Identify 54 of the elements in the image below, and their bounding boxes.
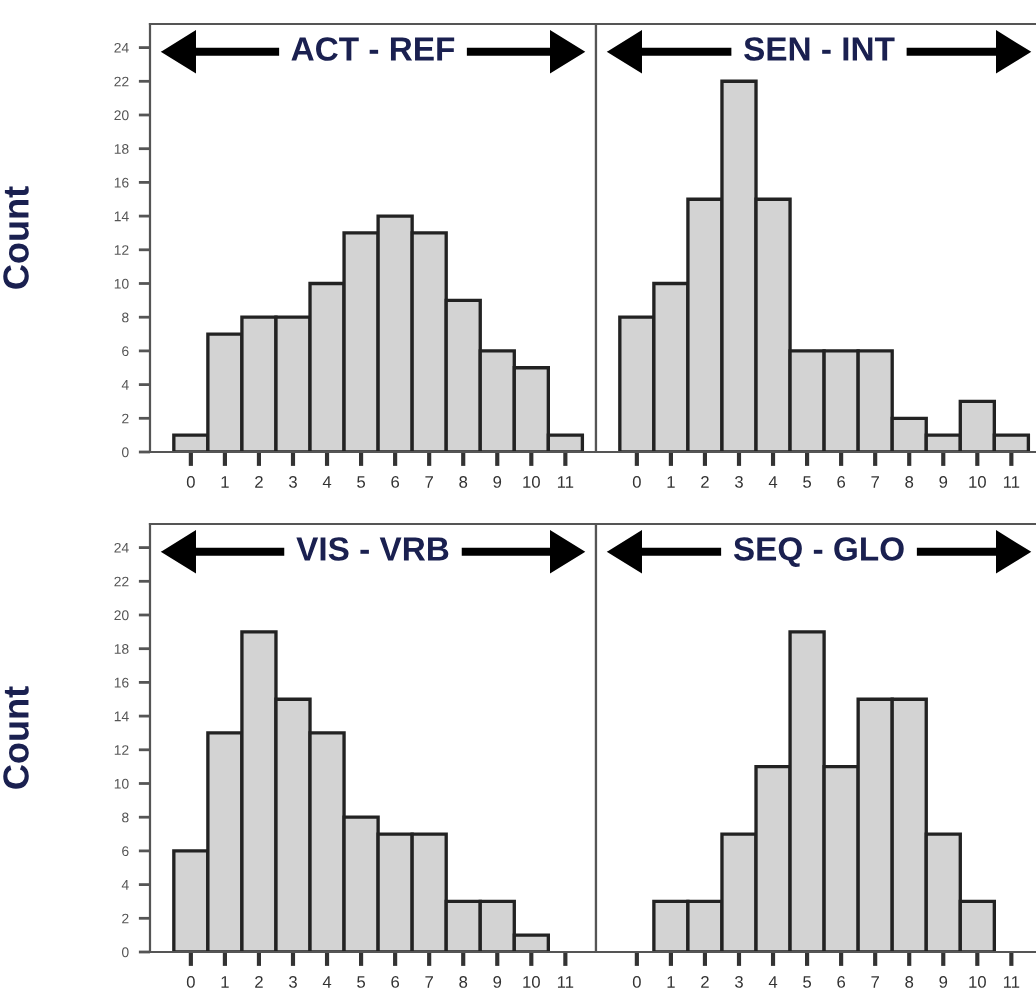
x-tick-label: 10 bbox=[523, 476, 540, 488]
chart-title: ACT - REF bbox=[291, 37, 455, 61]
x-tick-label: 11 bbox=[1003, 976, 1020, 988]
x-tick-label: 1 bbox=[667, 976, 675, 988]
x-tick-label: 2 bbox=[255, 976, 263, 988]
chart-title: SEN - INT bbox=[744, 37, 895, 61]
x-tick-label: 4 bbox=[768, 976, 778, 988]
x-tick-label: 6 bbox=[837, 476, 846, 488]
x-tick-label: 6 bbox=[391, 976, 400, 988]
x-tick-label: 6 bbox=[837, 976, 846, 988]
x-tick-label: 0 bbox=[632, 976, 641, 988]
x-tick-label: 10 bbox=[969, 476, 986, 488]
x-tick-label: 3 bbox=[288, 476, 297, 488]
x-tick-label: 10 bbox=[969, 976, 986, 988]
x-tick-label: 7 bbox=[425, 976, 433, 988]
x-tick-label: 9 bbox=[493, 476, 502, 488]
x-tick-label: 9 bbox=[939, 976, 948, 988]
chart-title: VIS - VRB bbox=[296, 537, 449, 561]
x-tick-label: 8 bbox=[905, 476, 914, 488]
x-tick-label: 4 bbox=[322, 476, 332, 488]
y-axis-title: Count bbox=[3, 186, 29, 289]
x-tick-label: 0 bbox=[186, 976, 195, 988]
x-tick-label: 4 bbox=[768, 476, 778, 488]
x-tick-label: 1 bbox=[221, 976, 229, 988]
x-tick-label: 9 bbox=[939, 476, 948, 488]
x-tick-label: 0 bbox=[632, 476, 641, 488]
x-tick-label: 0 bbox=[186, 476, 195, 488]
x-tick-label: 10 bbox=[523, 976, 540, 988]
x-tick-label: 11 bbox=[557, 976, 574, 988]
chart-title: SEQ - GLO bbox=[733, 537, 904, 567]
x-tick-label: 5 bbox=[803, 976, 812, 988]
x-tick-label: 5 bbox=[803, 476, 812, 488]
x-tick-label: 3 bbox=[734, 476, 743, 488]
x-tick-label: 5 bbox=[357, 976, 366, 988]
x-tick-label: 7 bbox=[871, 976, 879, 988]
x-tick-label: 7 bbox=[871, 476, 879, 488]
x-tick-label: 8 bbox=[905, 976, 914, 988]
x-tick-label: 11 bbox=[557, 476, 574, 488]
x-tick-label: 2 bbox=[255, 476, 263, 488]
x-tick-label: 1 bbox=[667, 476, 675, 488]
x-tick-label: 9 bbox=[493, 976, 502, 988]
y-axis-title: Count bbox=[3, 686, 29, 789]
x-tick-label: 6 bbox=[391, 476, 400, 488]
x-tick-label: 2 bbox=[701, 976, 709, 988]
x-tick-label: 11 bbox=[1003, 476, 1020, 488]
x-tick-label: 1 bbox=[221, 476, 229, 488]
x-tick-label: 4 bbox=[322, 976, 332, 988]
x-tick-label: 8 bbox=[459, 976, 468, 988]
x-tick-label: 7 bbox=[425, 476, 433, 488]
x-tick-label: 5 bbox=[357, 476, 366, 488]
x-tick-label: 2 bbox=[701, 476, 709, 488]
x-tick-label: 3 bbox=[288, 976, 297, 988]
x-tick-label: 8 bbox=[459, 476, 468, 488]
x-tick-label: 3 bbox=[734, 976, 743, 988]
